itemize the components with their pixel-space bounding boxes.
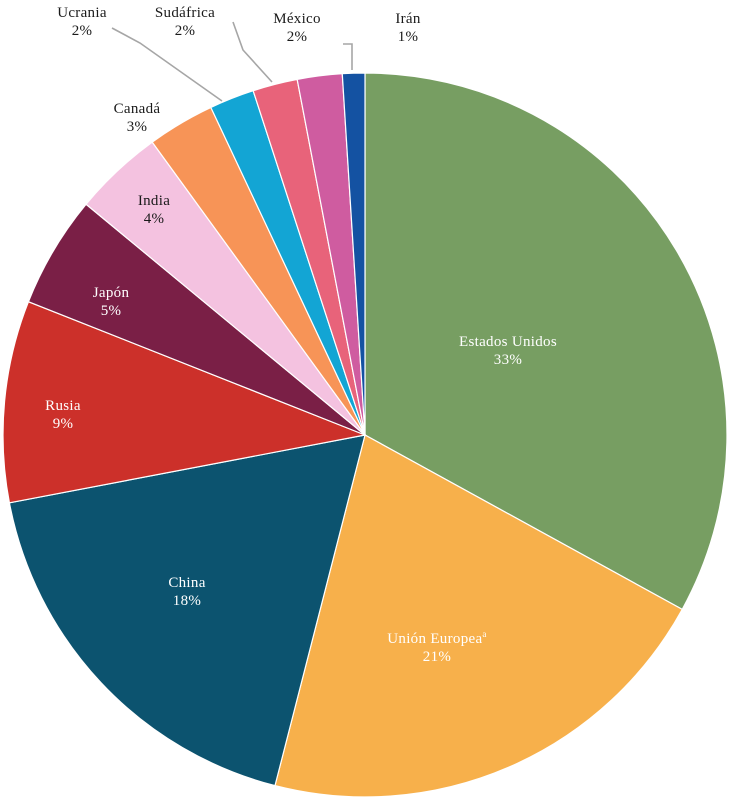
- slice-label-percent: 4%: [144, 211, 165, 227]
- pie-slice-china: [8, 434, 366, 787]
- slice-label-superscript: a: [482, 629, 486, 639]
- slice-label-percent: 9%: [53, 416, 74, 432]
- slice-label-name: Canadá: [114, 101, 161, 117]
- slice-label-name: Sudáfrica: [155, 5, 215, 21]
- slice-label-percent: 2%: [287, 29, 308, 45]
- slice-label-percent: 21%: [423, 649, 451, 665]
- slice-label-percent: 2%: [72, 23, 93, 39]
- slice-label-percent: 33%: [494, 352, 522, 368]
- leader-line: [111, 27, 223, 102]
- pie-slices: [2, 72, 728, 798]
- slice-label-percent: 1%: [398, 29, 419, 45]
- slice-label-name: Ucrania: [57, 5, 107, 21]
- slice-label-percent: 5%: [101, 303, 122, 319]
- leader-line: [343, 43, 353, 70]
- slice-label-percent: 2%: [175, 23, 196, 39]
- leader-lines: [111, 21, 353, 102]
- slice-label-name: Unión Europeaa: [387, 629, 486, 647]
- slice-label-name: Rusia: [45, 398, 81, 414]
- pie-slice-estados-unidos: [364, 72, 728, 611]
- pie-slice-irán: [341, 72, 366, 436]
- slice-label-name: Estados Unidos: [459, 334, 557, 350]
- slice-label-name: Irán: [395, 11, 421, 27]
- slice-label-percent: 3%: [127, 119, 148, 135]
- slice-label-percent: 18%: [173, 593, 201, 609]
- pie-slice-rusia: [2, 300, 368, 504]
- leader-line: [232, 21, 273, 83]
- slice-label-name: México: [273, 11, 321, 27]
- pie-slice-unión-europea: [274, 434, 684, 798]
- slice-label-name: China: [168, 575, 205, 591]
- slice-label-name: Japón: [93, 285, 130, 301]
- slice-labels: Estados Unidos 33% Unión Europeaa 21% China 1…: [45, 5, 557, 665]
- slice-label-name: India: [138, 193, 170, 209]
